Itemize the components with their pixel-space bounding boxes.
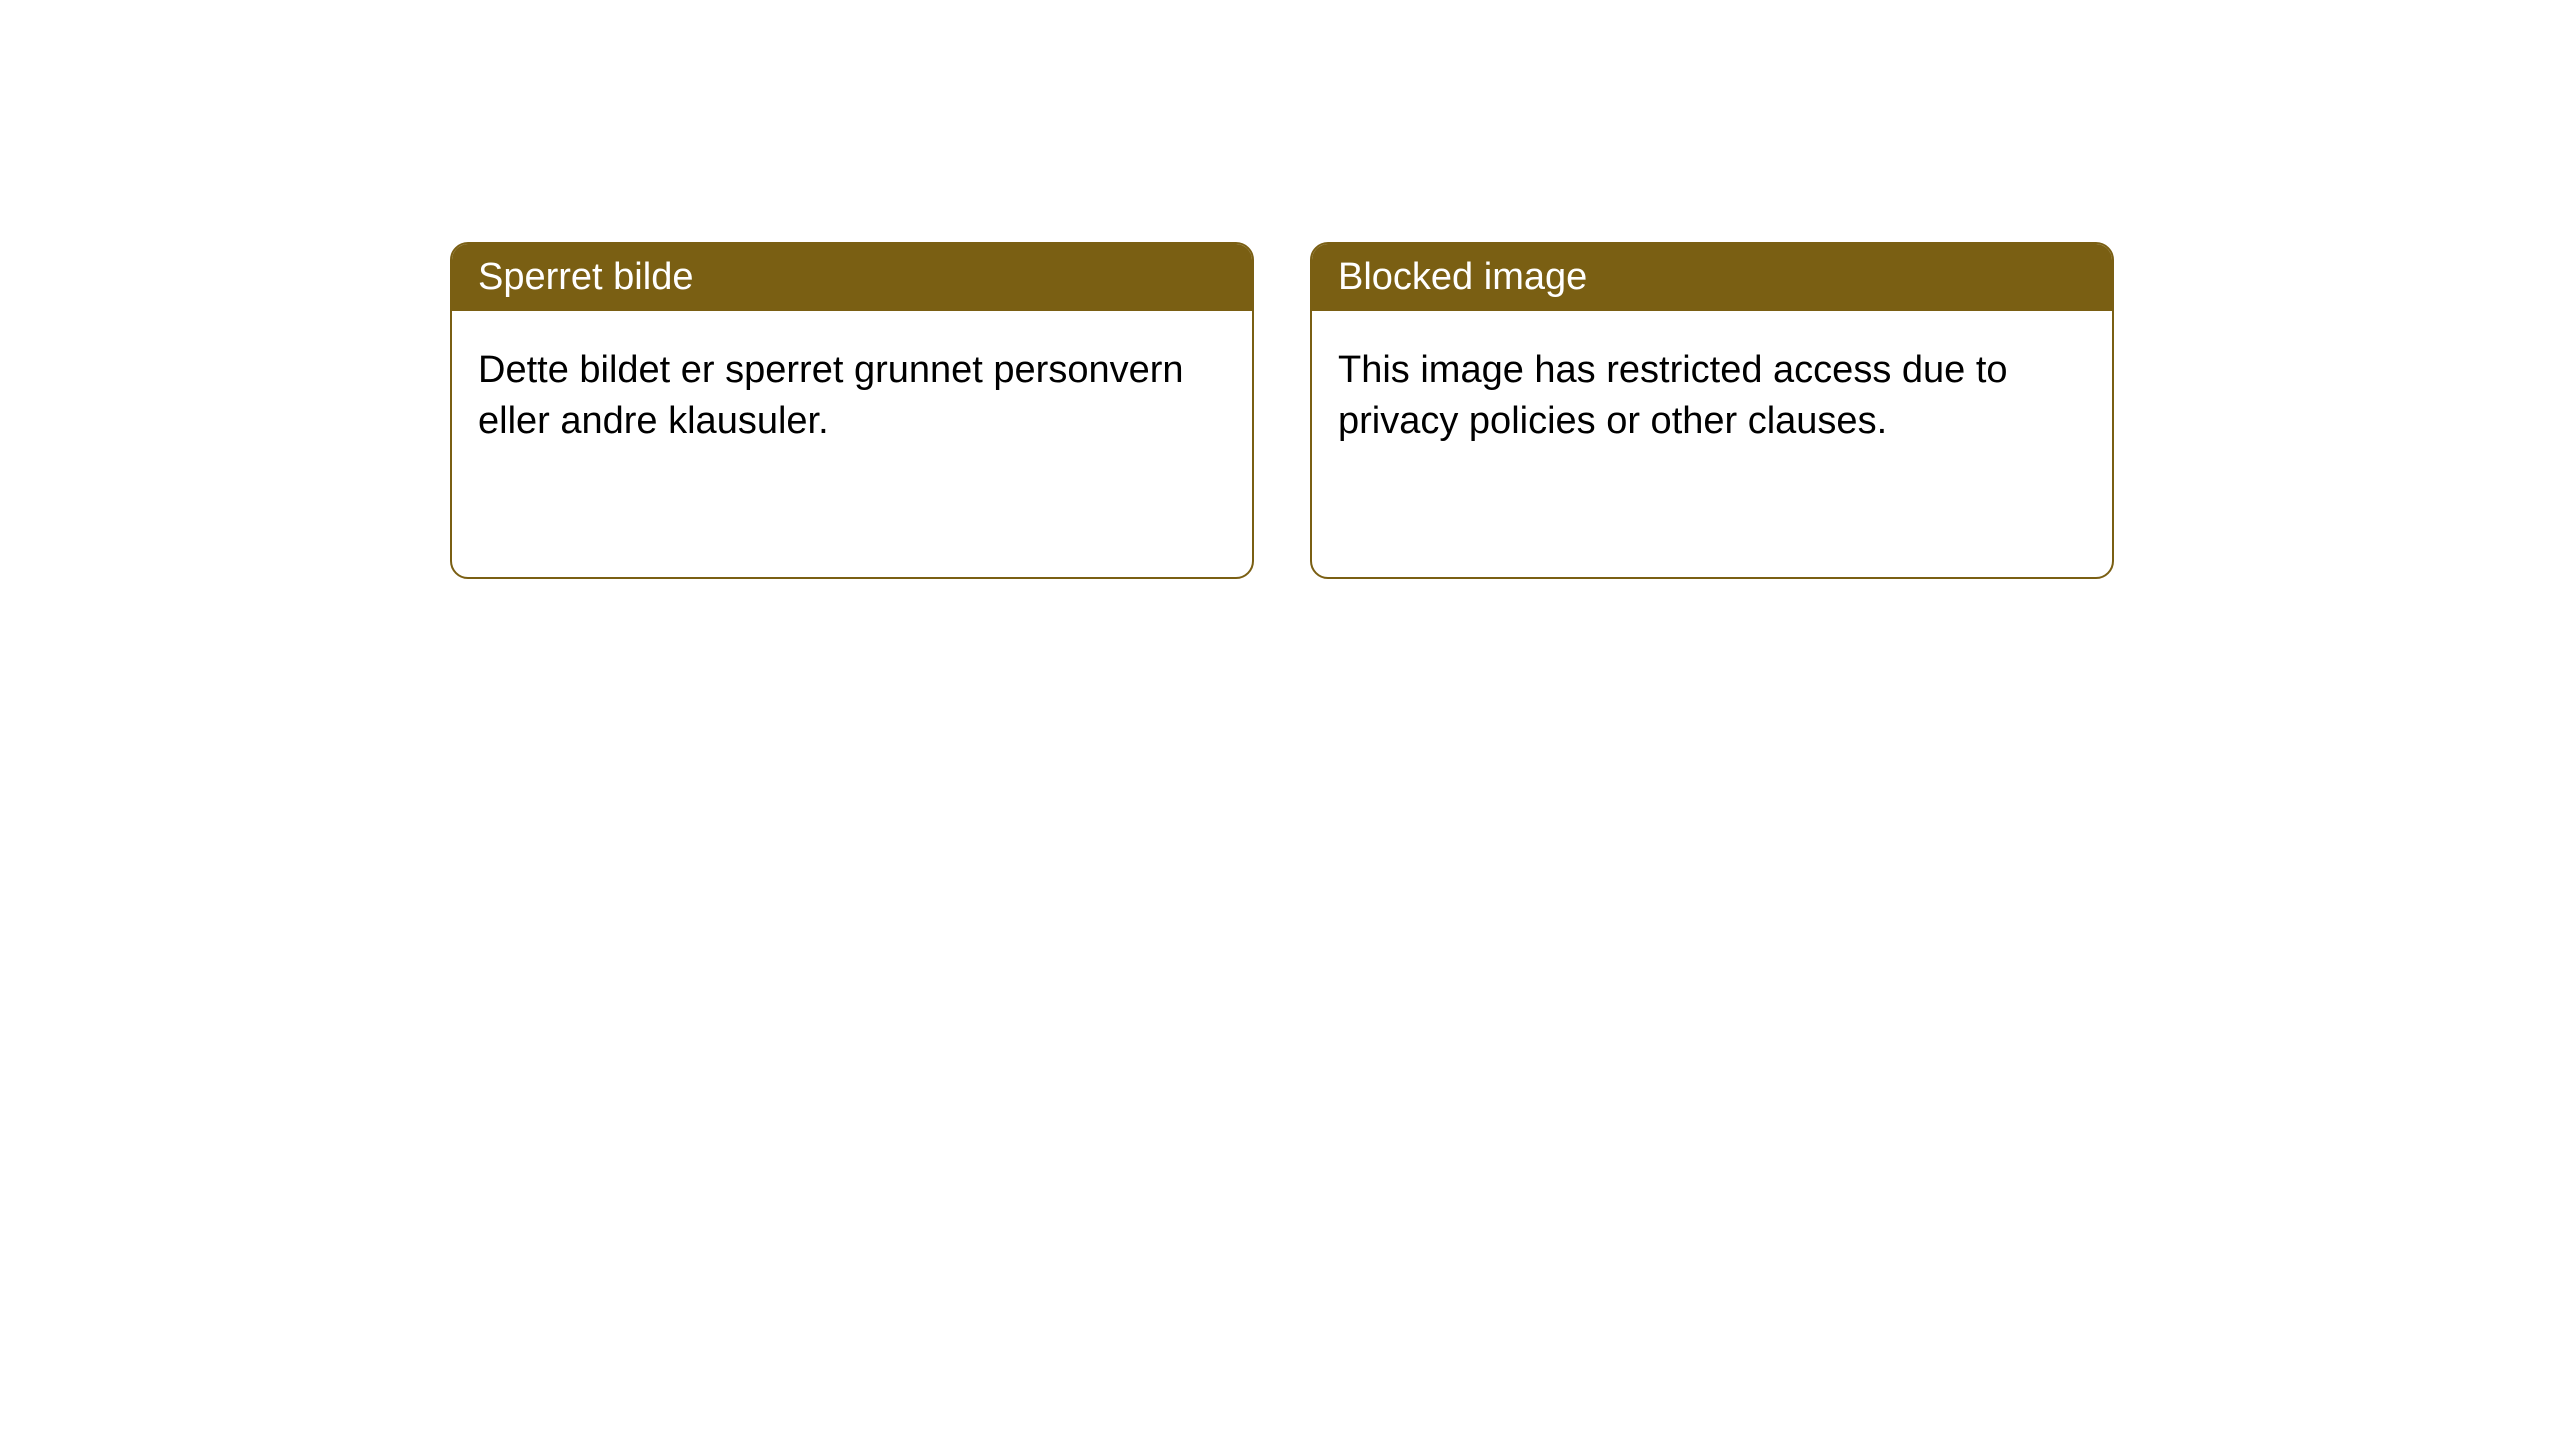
notice-card-norwegian: Sperret bilde Dette bildet er sperret gr… (450, 242, 1254, 579)
notice-body: This image has restricted access due to … (1312, 311, 2112, 482)
notice-body: Dette bildet er sperret grunnet personve… (452, 311, 1252, 482)
notice-container: Sperret bilde Dette bildet er sperret gr… (450, 242, 2114, 579)
notice-card-english: Blocked image This image has restricted … (1310, 242, 2114, 579)
notice-title: Blocked image (1312, 244, 2112, 311)
notice-title: Sperret bilde (452, 244, 1252, 311)
